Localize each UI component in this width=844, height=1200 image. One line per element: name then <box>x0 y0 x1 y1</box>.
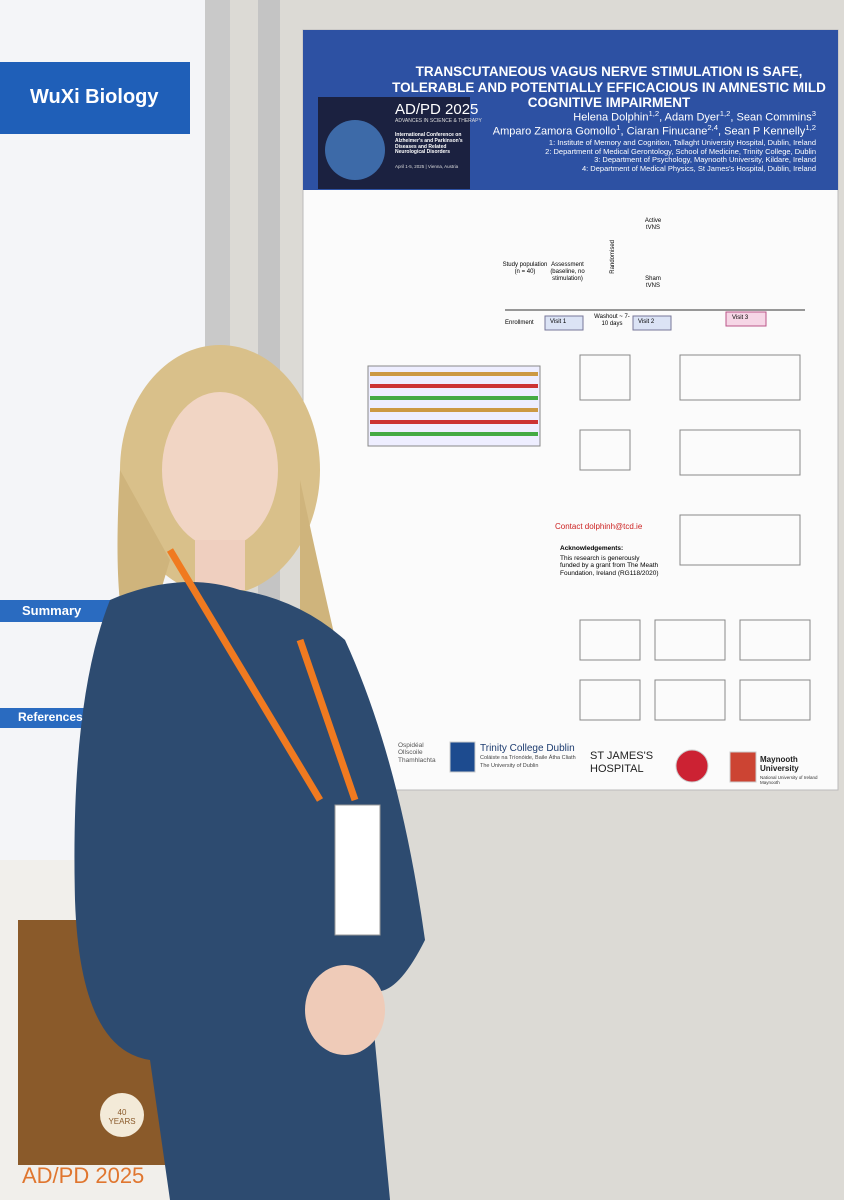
author-line: Helena Dolphin1,2, Adam Dyer1,2, Sean Co… <box>573 109 816 124</box>
logo-tallaght: Ospidéal Ollscoile Thamhlachta <box>398 742 436 764</box>
flow-assessment: Assessment (baseline, no stimulation) <box>550 262 585 282</box>
flow-population: Study population (n = 40) <box>502 262 548 275</box>
contact: Contact dolphinh@tcd.ie <box>555 522 643 531</box>
authors: Helena Dolphin1,2, Adam Dyer1,2, Sean Co… <box>492 109 816 139</box>
visit-box <box>725 311 767 327</box>
flow-visit1: Visit 1 <box>550 319 567 325</box>
affiliation: 2: Department of Medical Gerontology, Sc… <box>545 146 816 156</box>
lanyard <box>166 548 359 802</box>
summary-heading: Summary <box>22 603 82 618</box>
author-line: Amparo Zamora Gomollo1, Ciaran Finucane2… <box>492 123 816 138</box>
author-name: Sean P Kennelly <box>724 125 806 138</box>
affiliation: 4: Department of Medical Physics, St Jam… <box>581 163 816 173</box>
flow-sham: Sham tVNS <box>645 276 661 289</box>
ack-text: This research is generously funded by a … <box>560 555 659 577</box>
face <box>162 392 278 548</box>
flow-visit2: Visit 2 <box>638 319 655 325</box>
author-name: Amparo Zamora Gomollo <box>492 125 617 138</box>
flow-enrollment: Enrollment <box>505 320 534 326</box>
likert-bars <box>370 372 538 436</box>
left-banner <box>0 62 190 134</box>
affiliation: 3: Department of Psychology, Maynooth Un… <box>594 155 816 165</box>
visit-box <box>544 315 584 331</box>
name-badge <box>334 804 381 936</box>
logos <box>449 741 757 783</box>
logo-maynooth-sub: National University of Ireland Maynooth <box>760 775 818 786</box>
author-name: Ciaran Finucane <box>626 125 708 138</box>
poster-title: TRANSCUTANEOUS VAGUS NERVE STIMULATION I… <box>392 64 826 111</box>
affiliations: 1: Institute of Memory and Cognition, Ta… <box>545 138 816 174</box>
logo-stjames: ST JAMES'S HOSPITAL <box>590 750 654 775</box>
author-affiliation: 3 <box>811 109 816 118</box>
author-name: Adam Dyer <box>664 111 720 124</box>
banner-conference: International Conference on Alzheimer's … <box>395 132 463 156</box>
flow-randomised: Randomised <box>610 240 616 274</box>
neck <box>195 540 245 590</box>
anniversary-badge <box>100 1093 144 1137</box>
hair <box>117 470 350 700</box>
banner-dates: April 1-5, 2025 | Vienna, Austria <box>395 164 459 169</box>
left-poster-title: WuXi Biology <box>30 86 159 108</box>
flow-active: Active tVNS <box>644 218 662 231</box>
globe <box>325 120 385 180</box>
banner-title: AD/PD 2025 <box>395 101 479 118</box>
author-affiliation: 1,2 <box>805 123 816 133</box>
logo-tcd: Trinity College Dublin <box>480 743 575 754</box>
bag-anniversary: 40 YEARS <box>108 1108 136 1127</box>
flow-visit3: Visit 3 <box>732 315 749 321</box>
author-affiliation: 1 <box>616 123 621 133</box>
ack-heading: Acknowledgements: <box>560 545 624 552</box>
logo-tcd-sub: The University of Dublin <box>480 763 539 769</box>
visit-box <box>632 315 672 331</box>
author-affiliation: 1,2 <box>648 109 660 118</box>
author-name: Helena Dolphin <box>573 111 649 124</box>
affiliation: 1: Institute of Memory and Cognition, Ta… <box>548 138 816 147</box>
summary-bar <box>0 600 110 622</box>
banner-subtitle: ADVANCES IN SCIENCE & THERAPY <box>395 118 482 124</box>
author-name: Sean Commins <box>736 111 812 124</box>
author-affiliation: 2,4 <box>707 123 719 133</box>
hands <box>305 965 385 1055</box>
flow-washout: Washout ~ 7-10 days <box>594 314 630 327</box>
author-affiliation: 1,2 <box>719 109 731 118</box>
logo-tcd-irish: Coláiste na Tríonóide, Baile Átha Cliath <box>480 755 576 761</box>
bag-title: AD/PD 2025 <box>22 1163 145 1188</box>
logo-maynooth: Maynooth University <box>760 755 799 774</box>
references-heading: References <box>18 710 83 724</box>
